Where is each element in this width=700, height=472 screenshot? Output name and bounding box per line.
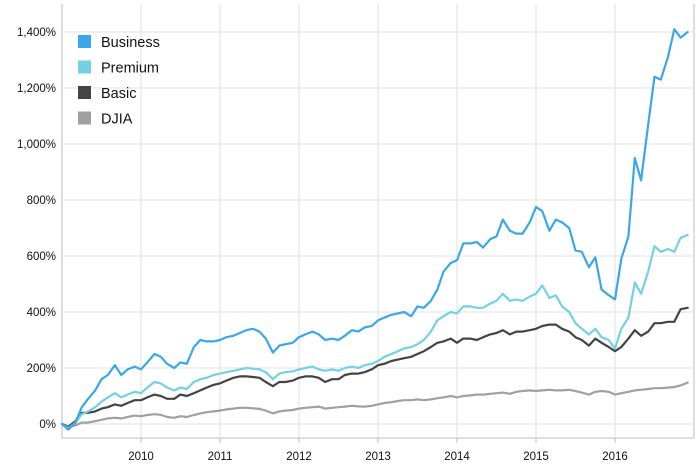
chart-grid — [61, 4, 695, 443]
y-tick-label: 800% — [27, 195, 56, 207]
legend-swatch — [78, 60, 91, 74]
series-line-premium — [60, 233, 689, 430]
x-axis-ticks: 2010 2011 2012 2013 2014 2015 2016 — [128, 451, 628, 463]
legend-swatch — [78, 111, 91, 125]
series-line-basic — [60, 306, 689, 428]
legend-item-basic: Basic — [78, 86, 136, 102]
legend-item-djia: DJIA — [78, 111, 133, 128]
y-tick-label: 200% — [27, 363, 56, 375]
legend-item-premium: Premium — [78, 60, 159, 77]
y-tick-label: 600% — [27, 251, 56, 263]
x-tick-label: 2016 — [602, 451, 628, 463]
legend-label: Basic — [101, 86, 136, 102]
legend-label: DJIA — [101, 112, 133, 128]
x-tick-label: 2011 — [208, 451, 233, 463]
series-line-djia — [60, 381, 689, 428]
series-line-business — [60, 28, 689, 431]
legend-label: Business — [101, 35, 160, 51]
x-tick-label: 2013 — [365, 451, 391, 463]
y-tick-label: 400% — [27, 307, 56, 319]
x-tick-label: 2015 — [523, 451, 549, 463]
legend-item-business: Business — [78, 35, 160, 51]
legend-swatch — [78, 35, 91, 48]
legend: Business Premium Basic DJIA — [78, 35, 160, 128]
y-tick-label: 0% — [39, 419, 56, 431]
y-tick-label: 1,000% — [17, 139, 56, 151]
series-lines — [60, 28, 689, 431]
x-tick-label: 2010 — [128, 451, 154, 463]
legend-swatch — [78, 86, 91, 99]
legend-label: Premium — [101, 61, 159, 77]
x-tick-label: 2014 — [444, 451, 470, 463]
y-tick-label: 1,400% — [17, 27, 56, 39]
x-tick-label: 2012 — [286, 451, 312, 463]
y-tick-label: 1,200% — [17, 83, 56, 95]
y-axis-ticks: 0% 200% 400% 600% 800% 1,000% 1,200% 1,400% — [17, 27, 56, 431]
